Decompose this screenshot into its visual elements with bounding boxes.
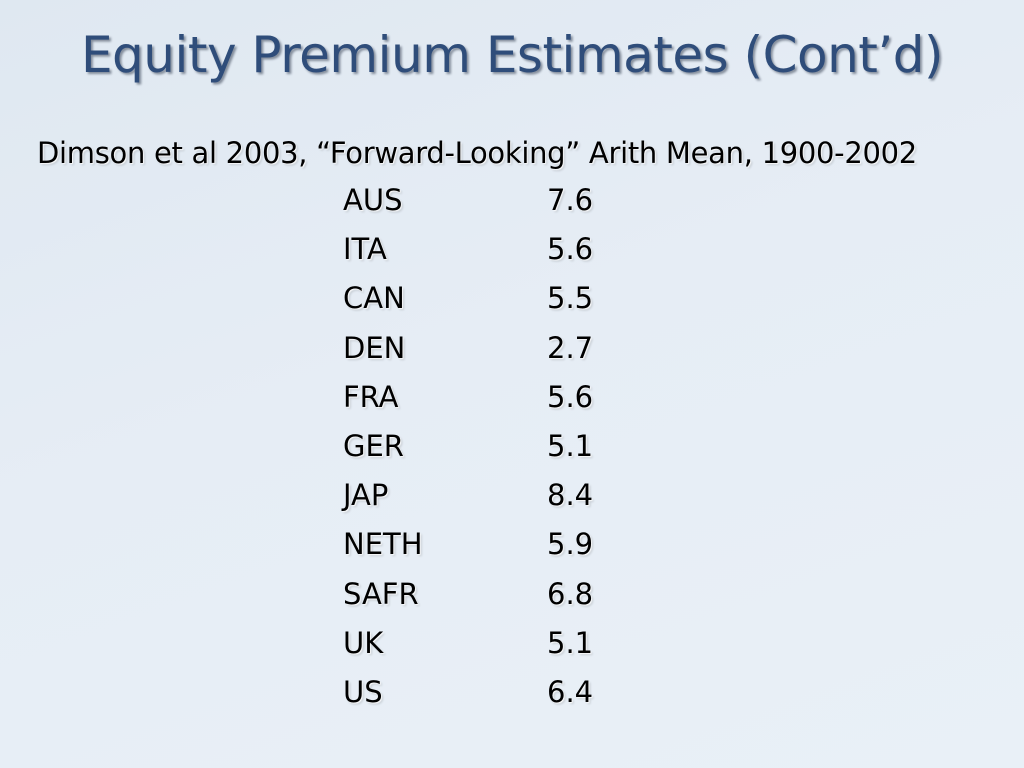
slide-title: Equity Premium Estimates (Cont’d) [80, 26, 944, 84]
premium-value: 8.4 [547, 478, 594, 513]
country-label: AUS [343, 183, 403, 217]
premium-value: 5.5 [547, 281, 594, 316]
country-label: GER [343, 428, 404, 463]
country-label: US [343, 674, 383, 709]
premium-value: 5.6 [547, 232, 594, 267]
premium-value: 6.8 [547, 576, 594, 611]
country-label: UK [343, 625, 384, 660]
premium-value: 5.9 [547, 527, 594, 562]
country-label: CAN [343, 281, 405, 316]
country-label: DEN [343, 330, 406, 365]
country-label: FRA [343, 379, 399, 414]
country-label: JAP [343, 478, 389, 513]
premium-value: 5.1 [547, 428, 594, 463]
premium-value: 5.1 [547, 625, 594, 660]
country-label: ITA [343, 232, 387, 267]
slide-subtitle: Dimson et al 2003, “Forward-Looking” Ari… [37, 136, 917, 170]
country-label: NETH [343, 527, 423, 562]
premium-value: 5.6 [547, 379, 594, 414]
premium-value: 2.7 [547, 330, 594, 365]
premium-value: 6.4 [547, 674, 594, 709]
country-label: SAFR [343, 576, 419, 611]
premium-value: 7.6 [547, 183, 594, 217]
